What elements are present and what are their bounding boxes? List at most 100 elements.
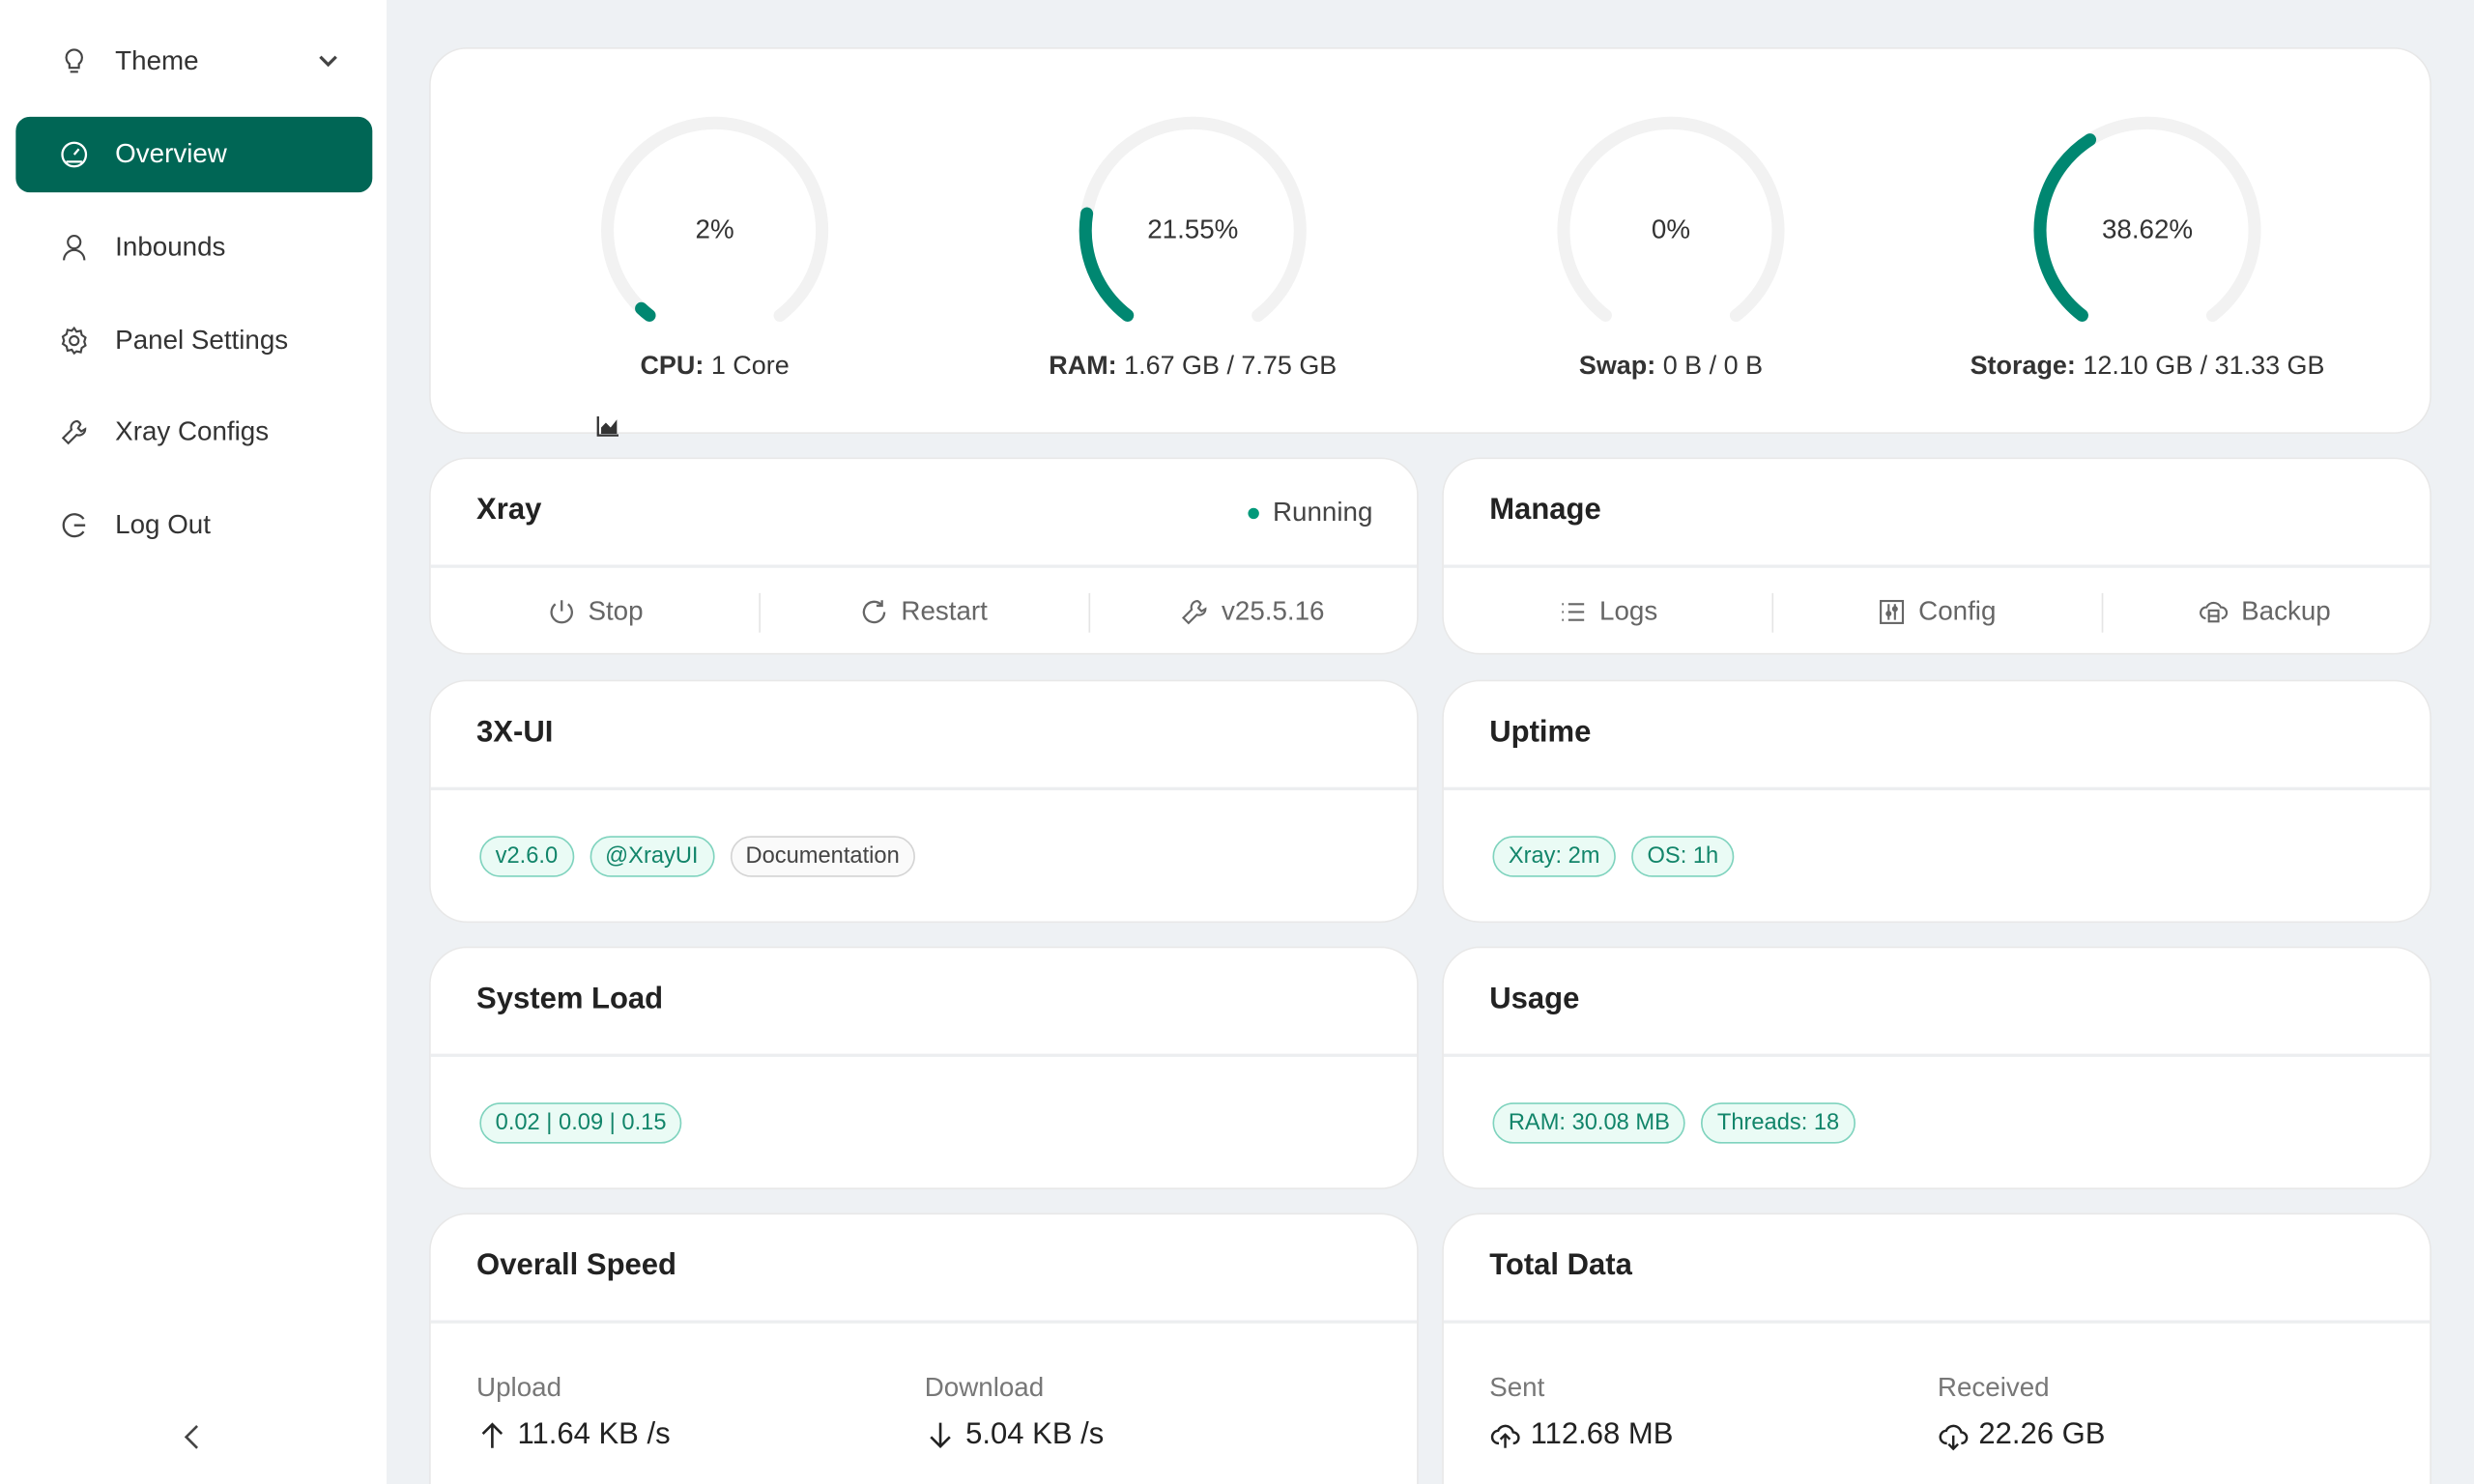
gauge-fill [601, 116, 829, 344]
divider [430, 1320, 1418, 1324]
gauge-value: 12.10 GB / 31.33 GB [2083, 352, 2325, 381]
gauge-value: 0 B / 0 B [1662, 352, 1764, 381]
logs-button[interactable]: Logs [1444, 568, 1772, 655]
gauge-ram: 21.55% RAM: 1.67 GB / 7.75 GB [956, 49, 1429, 428]
card-title: Manage [1489, 494, 1601, 528]
gauge-ring [601, 116, 829, 344]
gauge-ring [1557, 116, 1785, 344]
sidebar-item-label: Log Out [115, 509, 211, 540]
chevron-left-icon[interactable] [180, 1423, 205, 1451]
gauge-fill [1079, 116, 1307, 344]
sidebar-item-label: Overview [115, 138, 227, 169]
divider [1443, 1053, 2431, 1057]
gauge-percent: 0% [1651, 214, 1691, 245]
chevron-down-icon[interactable] [316, 47, 341, 72]
sidebar-item-theme[interactable]: Theme [15, 23, 372, 99]
gauge-percent: 21.55% [1147, 214, 1239, 245]
logout-icon [62, 513, 86, 538]
sidebar-item-label: Inbounds [115, 231, 226, 263]
sidebar-item-inbounds[interactable]: Inbounds [15, 210, 372, 285]
documentation-tag[interactable]: Documentation [730, 836, 916, 877]
area-chart-icon[interactable] [596, 414, 619, 437]
system-stats-card: 2% CPU: 1 Core 21.55% RAM: 1.67 GB / 7.7… [429, 46, 2431, 437]
reload-icon [862, 599, 886, 623]
load-tag: 0.02 | 0.09 | 0.15 [479, 1102, 682, 1144]
power-icon [549, 599, 573, 623]
card-title: Usage [1489, 983, 1580, 1016]
restart-button[interactable]: Restart [759, 568, 1088, 655]
stop-button[interactable]: Stop [431, 568, 760, 655]
backup-button[interactable]: Backup [2101, 568, 2430, 655]
sent-label: Sent [1489, 1372, 1545, 1403]
gauge-percent: 38.62% [2101, 214, 2194, 245]
gauge-cpu: 2% CPU: 1 Core [478, 49, 952, 437]
xray-uptime-tag: Xray: 2m [1492, 836, 1616, 877]
ram-usage-tag: RAM: 30.08 MB [1492, 1102, 1686, 1144]
user-icon [63, 235, 86, 261]
divider [430, 1053, 1418, 1057]
threads-tag: Threads: 18 [1701, 1102, 1856, 1144]
dashboard-icon [61, 141, 88, 168]
gauge-key: CPU: [640, 352, 705, 381]
gauge-key: RAM: [1049, 352, 1117, 381]
sidebar-item-xray-configs[interactable]: Xray Configs [15, 394, 372, 470]
xray-status: Running [1247, 497, 1372, 528]
gauge-value: 1 Core [710, 352, 790, 381]
arrow-up-icon [481, 1422, 503, 1448]
download-label: Download [924, 1372, 1045, 1403]
card-title: Overall Speed [476, 1249, 676, 1283]
divider [1443, 1320, 2431, 1324]
sidebar-item-label: Theme [115, 45, 199, 76]
divider [430, 564, 1418, 568]
button-label: Config [1918, 595, 1997, 626]
sidebar: Theme Overview Inbounds Panel Settings X… [0, 0, 387, 1484]
gauge-key: Storage: [1970, 352, 2076, 381]
sidebar-item-label: Xray Configs [115, 416, 270, 447]
card-title: Xray [476, 494, 542, 528]
gauge-storage: 38.62% Storage: 12.10 GB / 31.33 GB [1911, 49, 2384, 428]
total-data-card: Total Data Sent 112.68 MB Received 22.26… [1442, 1213, 2431, 1484]
xray-version-button[interactable]: v25.5.16 [1087, 568, 1417, 655]
cloud-download-icon [1939, 1424, 1969, 1451]
button-label: Restart [901, 595, 988, 626]
button-label: Logs [1599, 595, 1658, 626]
download-value: 5.04 KB /s [965, 1417, 1105, 1452]
os-uptime-tag: OS: 1h [1631, 836, 1735, 877]
button-label: v25.5.16 [1222, 595, 1325, 626]
uptime-card: Uptime Xray: 2m OS: 1h [1442, 679, 2431, 924]
gauge-ring [2033, 116, 2261, 344]
gauge-value: 1.67 GB / 7.75 GB [1124, 352, 1338, 381]
telegram-tag[interactable]: @XrayUI [589, 836, 714, 877]
sent-value: 112.68 MB [1530, 1417, 1674, 1452]
gauge-key: Swap: [1578, 352, 1656, 381]
button-label: Stop [588, 595, 644, 626]
gauge-track [1557, 116, 1785, 344]
divider [1443, 564, 2431, 568]
sidebar-item-overview[interactable]: Overview [15, 116, 373, 193]
card-title: 3X-UI [476, 716, 554, 750]
config-button[interactable]: Config [1772, 568, 2101, 655]
sidebar-item-log-out[interactable]: Log Out [15, 487, 372, 562]
panel-info-card: 3X-UI v2.6.0 @XrayUI Documentation [429, 679, 1419, 924]
overall-speed-card: Overall Speed Upload 11.64 KB /s Downloa… [429, 1213, 1419, 1484]
button-label: Backup [2241, 595, 2331, 626]
gauge-percent: 2% [695, 214, 734, 245]
gear-icon [61, 326, 87, 356]
card-title: Uptime [1489, 716, 1592, 750]
cloud-server-icon [2200, 601, 2229, 622]
manage-card: Manage Logs Config Backup [1442, 457, 2431, 655]
version-tag[interactable]: v2.6.0 [479, 836, 574, 877]
sidebar-item-panel-settings[interactable]: Panel Settings [15, 302, 372, 378]
gauge-caption: CPU: 1 Core [478, 352, 952, 437]
divider [1443, 786, 2431, 790]
xray-card: Xray Running Stop Restart v25.5.16 [429, 457, 1419, 655]
system-load-card: System Load 0.02 | 0.09 | 0.15 [429, 946, 1419, 1190]
bulb-icon [65, 48, 83, 73]
upload-value: 11.64 KB /s [517, 1417, 671, 1452]
received-label: Received [1937, 1372, 2050, 1403]
list-icon [1561, 602, 1584, 620]
gauge-swap: 0% Swap: 0 B / 0 B [1434, 49, 1908, 428]
card-title: System Load [476, 983, 664, 1016]
card-title: Total Data [1489, 1249, 1632, 1283]
divider [430, 786, 1418, 790]
